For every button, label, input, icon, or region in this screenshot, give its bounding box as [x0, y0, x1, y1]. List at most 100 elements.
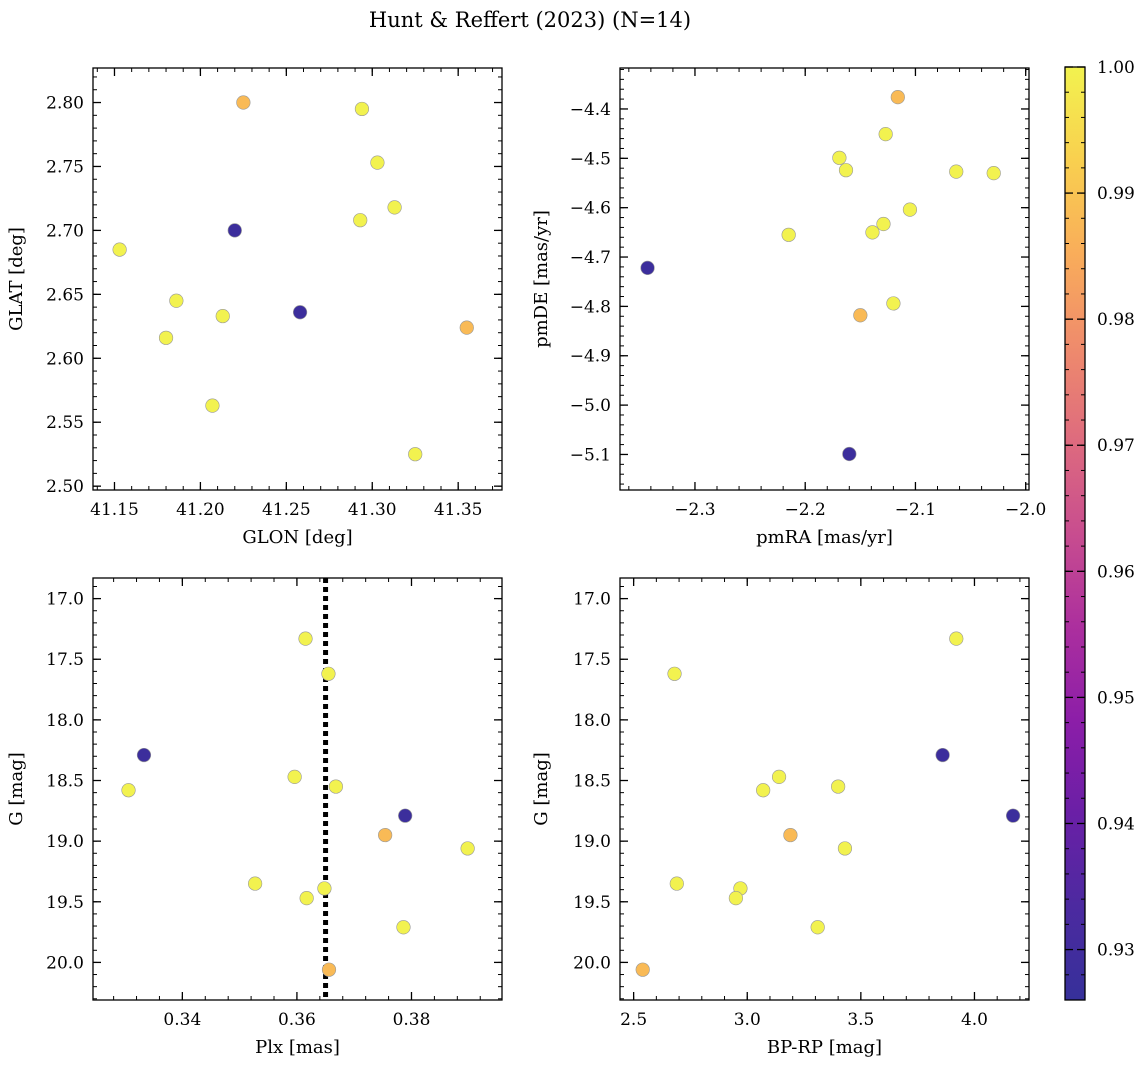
x-tick-label: 0.36 — [278, 1010, 316, 1030]
x-tick-label: 41.35 — [434, 500, 483, 520]
y-tick-label: −4.4 — [570, 100, 611, 120]
y-axis-label: G [mag] — [531, 752, 552, 825]
panel-3: 0.34 0.36 0.38 17.0 17.5 18.0 18.5 19.0 19.5 20.0… — [6, 577, 503, 1058]
data-point — [321, 962, 337, 977]
data-point — [158, 330, 174, 345]
data-point — [771, 769, 787, 784]
data-point — [353, 213, 368, 228]
y-tick-label: 18.5 — [573, 772, 611, 792]
colorbar: 0.93 0.94 0.95 0.96 0.97 0.98 0.99 1.00 — [1064, 58, 1135, 1001]
data-point — [756, 783, 771, 798]
panels: 41.15 41.20 41.25 41.30 41.35 2.50 2.55 2.60 2.6… — [6, 67, 1046, 1058]
data-point — [328, 779, 343, 794]
y-tick-label: 20.0 — [46, 953, 84, 973]
x-tick-label: 41.30 — [348, 500, 397, 520]
data-point — [408, 447, 423, 462]
data-point — [121, 783, 136, 798]
x-tick-label: −2.0 — [1005, 500, 1046, 520]
data-point — [935, 747, 950, 763]
data-point — [292, 305, 308, 320]
colorbar-tick-label: 0.95 — [1097, 688, 1135, 708]
data-point — [396, 920, 411, 935]
y-tick-label: 18.0 — [46, 711, 84, 731]
data-point — [640, 260, 655, 275]
data-point — [136, 747, 152, 763]
data-point — [669, 876, 684, 891]
data-point — [317, 881, 332, 896]
y-tick-label: 19.0 — [573, 832, 611, 852]
y-axis-label: GLAT [deg] — [6, 227, 27, 331]
data-point — [667, 666, 682, 681]
x-tick-label: 3.0 — [734, 1010, 761, 1030]
minor-ticks — [93, 68, 502, 490]
data-point — [227, 223, 242, 238]
x-tick-label: −2.1 — [895, 500, 936, 520]
data-point — [890, 90, 905, 105]
y-tick-label: −4.5 — [570, 149, 611, 169]
data-point — [299, 891, 314, 906]
data-point — [169, 293, 184, 308]
data-point — [354, 101, 370, 117]
y-tick-label: 19.5 — [46, 893, 84, 913]
data-point — [728, 891, 743, 906]
data-point — [949, 631, 964, 646]
x-axis-label: pmRA [mas/yr] — [756, 527, 893, 548]
y-tick-label: 20.0 — [573, 953, 611, 973]
colorbar-tick-label: 0.93 — [1097, 941, 1135, 961]
data-point — [838, 163, 854, 178]
x-tick-label: 3.5 — [847, 1010, 874, 1030]
y-tick-label: −5.0 — [570, 396, 611, 416]
data-point — [986, 166, 1001, 181]
data-point — [460, 841, 475, 856]
data-point — [398, 808, 413, 823]
data-point — [865, 225, 880, 240]
y-tick-label: 19.5 — [573, 893, 611, 913]
plot-frame — [619, 577, 1030, 1001]
panel-4: 2.5 3.0 3.5 4.0 17.0 17.5 18.0 18.5 19.0 19.5 20.0… — [531, 577, 1030, 1058]
data-point — [902, 202, 918, 217]
y-tick-label: −4.8 — [570, 297, 611, 317]
data-point — [236, 95, 251, 110]
plot-frame — [92, 67, 503, 491]
colorbar-tick-label: 0.98 — [1097, 310, 1135, 330]
data-point — [886, 296, 901, 311]
y-tick-label: 17.5 — [573, 650, 611, 670]
y-tick-label: −4.6 — [570, 199, 611, 219]
data-point — [878, 127, 893, 142]
colorbar-tick-label: 1.00 — [1097, 58, 1135, 78]
x-tick-label: −2.3 — [674, 500, 715, 520]
x-tick-label: 0.38 — [393, 1010, 431, 1030]
data-point — [298, 631, 313, 646]
x-tick-label: −2.2 — [785, 500, 826, 520]
colorbar-tick-label: 0.94 — [1097, 814, 1135, 834]
panel-1: 41.15 41.20 41.25 41.30 41.35 2.50 2.55 2.60 2.6… — [6, 67, 503, 548]
y-axis-label: pmDE [mas/yr] — [531, 210, 552, 348]
y-tick-label: 18.5 — [46, 772, 84, 792]
y-tick-label: 2.60 — [46, 349, 84, 369]
data-point — [248, 876, 263, 891]
data-point — [1005, 808, 1021, 823]
colorbar-tick-label: 0.96 — [1097, 562, 1135, 582]
y-tick-label: 17.0 — [46, 590, 84, 610]
x-tick-label: 41.25 — [262, 500, 311, 520]
y-tick-label: 2.65 — [46, 285, 84, 305]
data-point — [635, 962, 650, 977]
x-tick-label: 0.34 — [163, 1010, 201, 1030]
data-point — [387, 200, 402, 215]
plot-frame — [619, 67, 1030, 491]
y-tick-label: 2.75 — [46, 157, 84, 177]
data-point — [370, 155, 385, 170]
data-point — [287, 769, 302, 784]
x-axis-label: GLON [deg] — [242, 527, 352, 548]
data-point — [783, 827, 798, 843]
data-point — [842, 446, 857, 462]
y-tick-label: −4.9 — [570, 347, 611, 367]
y-tick-label: 2.80 — [46, 94, 84, 114]
y-tick-label: 17.5 — [46, 650, 84, 670]
x-tick-label: 4.0 — [961, 1010, 988, 1030]
y-tick-label: −4.7 — [570, 248, 611, 268]
y-tick-label: 2.55 — [46, 413, 84, 433]
data-point — [949, 164, 964, 179]
data-point — [810, 920, 825, 935]
